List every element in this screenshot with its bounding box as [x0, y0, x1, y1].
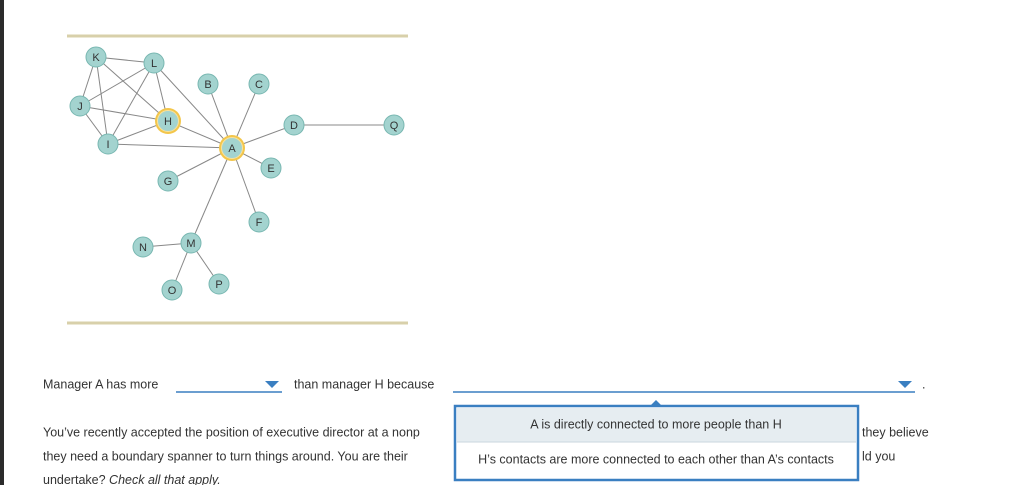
node	[157, 110, 179, 132]
node	[248, 211, 270, 233]
node-label: M	[186, 238, 195, 250]
edge	[153, 62, 233, 149]
node-label: L	[151, 58, 157, 70]
edges	[79, 56, 394, 291]
node-label: D	[290, 120, 298, 132]
node-label: N	[139, 242, 147, 254]
question-text: than manager H because	[294, 377, 434, 391]
question-text: Manager A has more	[43, 377, 158, 391]
node	[283, 114, 305, 136]
paragraph-text: they need a boundary spanner to turn thi…	[43, 449, 408, 463]
node-label: C	[255, 79, 263, 91]
node	[180, 232, 202, 254]
edge	[95, 56, 109, 145]
edge	[79, 62, 155, 107]
node	[132, 236, 154, 258]
node-label: O	[168, 285, 177, 297]
edge	[190, 147, 233, 244]
node-label: E	[267, 163, 274, 175]
node	[383, 114, 405, 136]
node-label: F	[256, 217, 263, 229]
node-label: P	[215, 279, 222, 291]
node	[97, 133, 119, 155]
dropdown-menu: A is directly connected to more people t…	[453, 400, 860, 482]
dropdown[interactable]	[453, 381, 915, 393]
menu-highlight	[457, 408, 856, 442]
node-label: K	[92, 52, 100, 64]
menu-option[interactable]: H’s contacts are more connected to each …	[478, 452, 834, 466]
node-label: G	[164, 176, 173, 188]
dropdown[interactable]	[176, 381, 282, 393]
node	[85, 46, 107, 68]
edge	[107, 143, 233, 149]
node-label: Q	[390, 120, 399, 132]
paragraph-text: ld you	[862, 449, 895, 463]
node	[197, 73, 219, 95]
paragraph-text: they believe	[862, 425, 929, 439]
edge	[231, 147, 260, 223]
edge	[79, 105, 169, 122]
edge	[107, 62, 155, 145]
paragraph-text: You’ve recently accepted the position of…	[43, 425, 420, 439]
paragraph-text: undertake? Check all that apply.	[43, 473, 221, 485]
edge	[95, 56, 169, 122]
nodes: K L B C J H D Q I A E G F N M P O	[69, 46, 405, 301]
node-label: I	[106, 139, 109, 151]
menu-notch	[649, 400, 663, 407]
node	[157, 170, 179, 192]
node-label: H	[164, 116, 172, 128]
node-label: B	[204, 79, 211, 91]
menu-option[interactable]: A is directly connected to more people t…	[530, 417, 782, 431]
node	[221, 137, 243, 159]
node	[260, 157, 282, 179]
node	[208, 273, 230, 295]
node	[69, 95, 91, 117]
left-edge	[0, 0, 4, 485]
node-label: J	[77, 101, 83, 113]
node	[143, 52, 165, 74]
dropdown-arrow	[265, 381, 279, 388]
node-label: A	[228, 143, 236, 155]
paragraph-italic: Check all that apply.	[109, 473, 221, 485]
node	[248, 73, 270, 95]
paragraph-text: undertake?	[43, 473, 106, 485]
node	[161, 279, 183, 301]
dropdown-arrow	[898, 381, 912, 388]
question-text: .	[922, 377, 925, 391]
